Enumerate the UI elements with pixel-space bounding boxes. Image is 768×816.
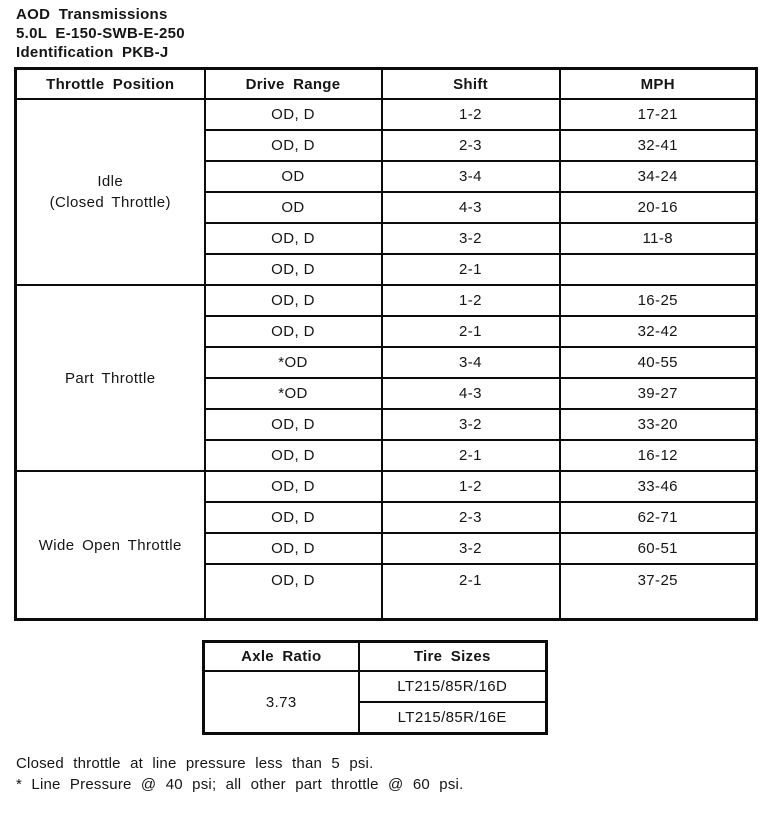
col-header-shift: Shift (380, 67, 561, 100)
document-title-block: AOD Transmissions 5.0L E-150-SWB-E-250 I… (16, 5, 755, 62)
mph-cell: 37-25 (558, 563, 758, 621)
drive-range-cell: OD (203, 160, 383, 193)
mph-cell: 60-51 (558, 532, 758, 565)
drive-range-cell: OD, D (203, 98, 383, 131)
table-row: *OD 4-3 39-27 (16, 377, 758, 410)
shift-cell: 2-3 (380, 129, 561, 162)
mph-cell: 40-55 (558, 346, 758, 379)
shift-speed-table: Throttle Position Drive Range Shift MPH … (14, 67, 758, 621)
throttle-position-cell-idle: Idle (Closed Throttle) (14, 98, 206, 286)
drive-range-cell: OD, D (203, 408, 383, 441)
table-row: 3.73 LT215/85R/16D (202, 670, 548, 735)
table-row: OD, D 2-1 37-25 (16, 563, 758, 621)
drive-range-cell: OD, D (203, 563, 383, 621)
table-row: LT215/85R/16E (204, 701, 548, 735)
mph-cell: 20-16 (558, 191, 758, 224)
shift-cell: 2-1 (380, 315, 561, 348)
drive-range-cell: *OD (203, 377, 383, 410)
table-row: OD, D 3-2 11-8 (16, 222, 758, 255)
footnote-line-pressure: * Line Pressure @ 40 psi; all other part… (16, 776, 464, 793)
shift-cell: 1-2 (380, 98, 561, 131)
tire-size-cell: LT215/85R/16D (357, 670, 548, 703)
shift-cell: 3-2 (380, 222, 561, 255)
table-row: OD, D 2-3 62-71 (16, 501, 758, 534)
shift-cell: 4-3 (380, 377, 561, 410)
drive-range-cell: OD, D (203, 222, 383, 255)
footnote-closed-throttle: Closed throttle at line pressure less th… (16, 755, 374, 772)
shift-cell: 1-2 (380, 470, 561, 503)
title-line-engine-model: 5.0L E-150-SWB-E-250 (16, 25, 185, 42)
mph-cell: 32-42 (558, 315, 758, 348)
throttle-position-label: Part Throttle (65, 369, 156, 387)
shift-cell: 2-1 (380, 253, 561, 286)
table-row: OD 4-3 20-16 (16, 191, 758, 224)
axle-ratio-cell: 3.73 (202, 670, 360, 735)
drive-range-cell: OD (203, 191, 383, 224)
drive-range-cell: *OD (203, 346, 383, 379)
table-header-row: Axle Ratio Tire Sizes (202, 640, 548, 672)
table-row: *OD 3-4 40-55 (16, 346, 758, 379)
shift-cell: 3-4 (380, 160, 561, 193)
table-row: Idle (Closed Throttle) OD, D 1-2 17-21 (14, 98, 758, 286)
table-row: OD, D 2-1 16-12 (16, 439, 758, 472)
table-row: OD, D 3-2 60-51 (16, 532, 758, 565)
col-header-mph: MPH (558, 67, 758, 100)
mph-cell: 33-20 (558, 408, 758, 441)
title-line-identification: Identification PKB-J (16, 44, 169, 61)
drive-range-cell: OD, D (203, 501, 383, 534)
drive-range-cell: OD, D (203, 470, 383, 503)
shift-cell: 2-1 (380, 563, 561, 621)
table-header-row: Throttle Position Drive Range Shift MPH (14, 67, 758, 100)
shift-cell: 1-2 (380, 284, 561, 317)
tire-size-cell: LT215/85R/16E (357, 701, 548, 735)
throttle-position-cell-part-throttle: Part Throttle (14, 284, 206, 472)
table-row: OD, D 3-2 33-20 (16, 408, 758, 441)
shift-cell: 3-4 (380, 346, 561, 379)
table-row: Part Throttle OD, D 1-2 16-25 (14, 284, 758, 472)
col-header-axle-ratio: Axle Ratio (202, 640, 360, 672)
drive-range-cell: OD, D (203, 439, 383, 472)
mph-cell-empty (558, 253, 758, 286)
table-row: OD, D 2-3 32-41 (16, 129, 758, 162)
drive-range-cell: OD, D (203, 532, 383, 565)
table-row: OD 3-4 34-24 (16, 160, 758, 193)
shift-cell: 2-1 (380, 439, 561, 472)
mph-cell: 16-25 (558, 284, 758, 317)
table-row: OD, D 2-1 32-42 (16, 315, 758, 348)
shift-cell: 3-2 (380, 408, 561, 441)
shift-cell: 4-3 (380, 191, 561, 224)
throttle-position-label-line2: (Closed Throttle) (49, 194, 171, 211)
shift-cell: 3-2 (380, 532, 561, 565)
throttle-position-cell-wide-open-throttle: Wide Open Throttle (14, 470, 206, 621)
axle-ratio-tire-size-table: Axle Ratio Tire Sizes 3.73 LT215/85R/16D… (202, 640, 548, 735)
col-header-tire-sizes: Tire Sizes (357, 640, 548, 672)
mph-cell: 11-8 (558, 222, 758, 255)
drive-range-cell: OD, D (203, 284, 383, 317)
mph-cell: 16-12 (558, 439, 758, 472)
mph-cell: 17-21 (558, 98, 758, 131)
col-header-drive-range: Drive Range (203, 67, 383, 100)
title-line-transmission-type: AOD Transmissions (16, 6, 168, 23)
drive-range-cell: OD, D (203, 315, 383, 348)
table-row: Wide Open Throttle OD, D 1-2 33-46 (14, 470, 758, 621)
col-header-throttle-position: Throttle Position (14, 67, 206, 100)
drive-range-cell: OD, D (203, 253, 383, 286)
mph-cell: 62-71 (558, 501, 758, 534)
drive-range-cell: OD, D (203, 129, 383, 162)
shift-cell: 2-3 (380, 501, 561, 534)
footnotes-block: Closed throttle at line pressure less th… (16, 753, 755, 795)
throttle-position-label: Wide Open Throttle (38, 536, 182, 554)
mph-cell: 34-24 (558, 160, 758, 193)
table-row: OD, D 2-1 (16, 253, 758, 286)
mph-cell: 33-46 (558, 470, 758, 503)
mph-cell: 32-41 (558, 129, 758, 162)
mph-cell: 39-27 (558, 377, 758, 410)
throttle-position-label: Idle (97, 173, 124, 190)
